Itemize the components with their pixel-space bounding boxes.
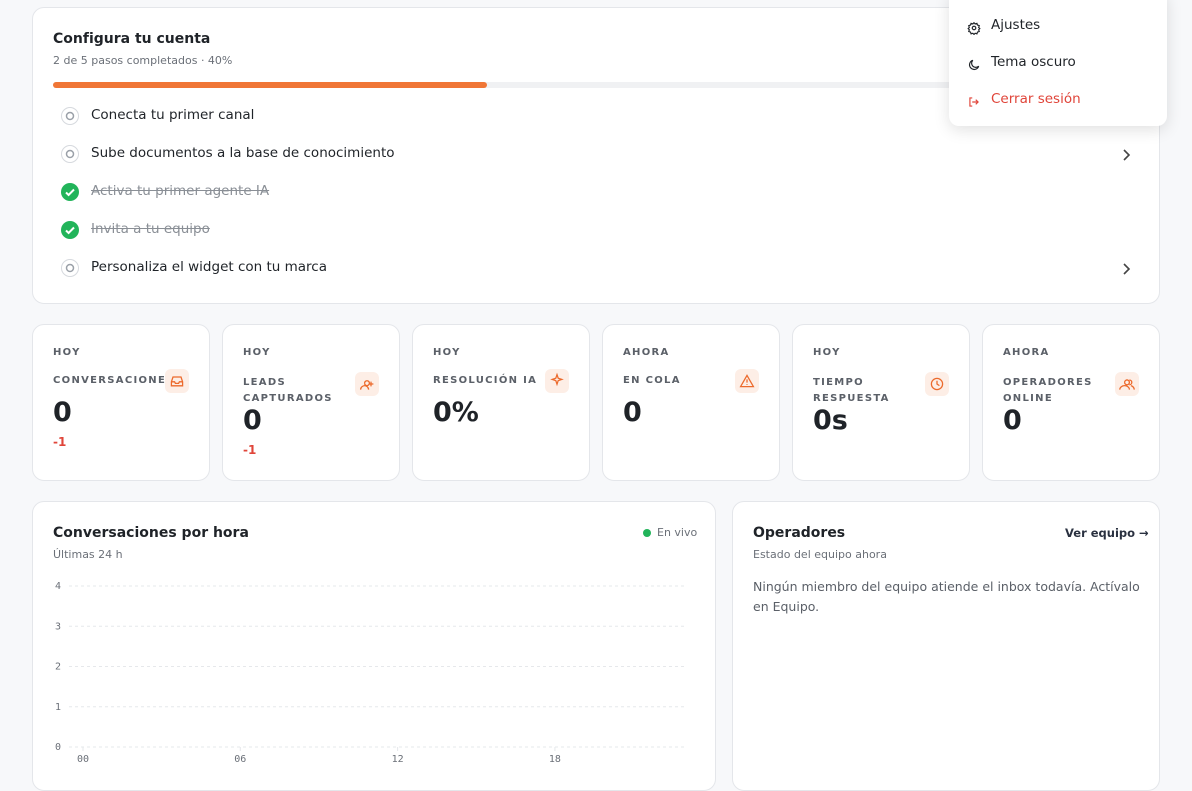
stat-card: HOY CONVERSACIONES 0 -1 bbox=[32, 324, 210, 481]
stat-period: HOY bbox=[53, 347, 81, 358]
stat-delta: -1 bbox=[243, 443, 257, 457]
stat-label: RESOLUCIÓN IA bbox=[433, 375, 538, 386]
menu-item[interactable]: Cerrar sesión bbox=[991, 91, 1081, 107]
live-dot bbox=[643, 529, 651, 537]
body: Configura tu cuenta 2 de 5 pasos complet… bbox=[32, 0, 1167, 791]
stat-icon bbox=[545, 369, 569, 393]
step-label: Sube documentos a la base de conocimient… bbox=[91, 145, 395, 161]
step-chevron bbox=[1121, 147, 1131, 166]
y-tick-label: 4 bbox=[55, 581, 61, 592]
stat-period: HOY bbox=[813, 347, 841, 358]
step-label: Personaliza el widget con tu marca bbox=[91, 259, 327, 275]
menu-item[interactable]: Tema oscuro bbox=[991, 54, 1076, 70]
stat-icon bbox=[1115, 372, 1139, 396]
step-pending-icon bbox=[61, 259, 79, 277]
live-status: En vivo bbox=[657, 526, 698, 539]
operators-empty: Ningún miembro del equipo atiende el inb… bbox=[753, 579, 1140, 614]
stat-icon bbox=[735, 369, 759, 393]
stat-label: LEADS CAPTURADOS bbox=[243, 377, 333, 404]
stat-card: AHORA EN COLA 0 bbox=[602, 324, 780, 481]
menu-item[interactable]: Ajustes bbox=[991, 17, 1041, 33]
x-tick-label: 06 bbox=[234, 754, 246, 765]
team-link-text[interactable]: Ver equipo bbox=[1065, 526, 1136, 540]
x-tick-label: 00 bbox=[77, 754, 89, 765]
stat-icon bbox=[165, 369, 189, 393]
step-pending-icon bbox=[61, 107, 79, 125]
stat-value: 0 bbox=[53, 397, 72, 428]
stat-card: AHORA OPERADORES ONLINE 0 bbox=[982, 324, 1160, 481]
setup-step[interactable]: Sube documentos a la base de conocimient… bbox=[53, 139, 1139, 169]
team-link[interactable]: Ver equipo → bbox=[1065, 526, 1149, 540]
stat-label: TIEMPO RESPUESTA bbox=[813, 377, 890, 404]
stat-value: 0 bbox=[623, 397, 642, 428]
step-done-icon bbox=[61, 183, 79, 201]
step-label: Conecta tu primer canal bbox=[91, 107, 255, 123]
operators-title: Operadores bbox=[753, 525, 846, 541]
step-pending-icon bbox=[61, 145, 79, 163]
step-label: Activa tu primer agente IA bbox=[91, 183, 270, 199]
progress-track bbox=[53, 82, 1139, 88]
menu-icon[interactable] bbox=[967, 57, 981, 76]
chart-subtitle: Últimas 24 h bbox=[53, 548, 123, 561]
setup-step: Invita a tu equipo bbox=[53, 215, 1139, 245]
chart-title: Conversaciones por hora bbox=[53, 525, 249, 541]
stat-value: 0% bbox=[433, 397, 479, 428]
setup-subtitle: 2 de 5 pasos completados · 40% bbox=[53, 54, 233, 67]
setup-step[interactable]: Personaliza el widget con tu marca bbox=[53, 253, 1139, 283]
stat-value: 0s bbox=[813, 405, 848, 436]
user-menu: Ajustes Tema oscuro Cerrar sesión bbox=[949, 0, 1167, 126]
y-tick-label: 0 bbox=[55, 742, 61, 753]
step-chevron bbox=[1121, 261, 1131, 280]
chart-card: Conversaciones por hora Últimas 24 h En … bbox=[32, 501, 716, 791]
setup-title: Configura tu cuenta bbox=[53, 31, 211, 47]
stat-period: HOY bbox=[433, 347, 461, 358]
stat-period: AHORA bbox=[623, 347, 670, 358]
y-tick-label: 1 bbox=[55, 702, 61, 713]
stat-label: CONVERSACIONES bbox=[53, 375, 175, 386]
menu-icon[interactable] bbox=[967, 94, 981, 113]
operators-card: Operadores Ver equipo → Estado del equip… bbox=[732, 501, 1160, 791]
stat-card: HOY TIEMPO RESPUESTA 0s bbox=[792, 324, 970, 481]
setup-step: Activa tu primer agente IA bbox=[53, 177, 1139, 207]
menu-icon[interactable] bbox=[967, 20, 981, 39]
stat-icon bbox=[925, 372, 949, 396]
x-tick-label: 18 bbox=[549, 754, 561, 765]
progress-fill bbox=[53, 82, 488, 88]
stat-label: EN COLA bbox=[623, 375, 681, 386]
stat-card: HOY RESOLUCIÓN IA 0% bbox=[412, 324, 590, 481]
stat-value: 0 bbox=[1003, 405, 1022, 436]
stat-period: AHORA bbox=[1003, 347, 1050, 358]
stat-period: HOY bbox=[243, 347, 271, 358]
stat-label: OPERADORES ONLINE bbox=[1003, 377, 1093, 404]
stat-value: 0 bbox=[243, 405, 262, 436]
stat-delta: -1 bbox=[53, 435, 67, 449]
page: Panel {"setup": {"title": "Configura tu … bbox=[32, 0, 1167, 791]
x-tick-label: 12 bbox=[392, 754, 404, 765]
operators-subtitle: Estado del equipo ahora bbox=[753, 548, 887, 561]
stat-card: HOY LEADS CAPTURADOS 0 -1 bbox=[222, 324, 400, 481]
y-tick-label: 3 bbox=[55, 621, 61, 632]
step-done-icon bbox=[61, 221, 79, 239]
step-label: Invita a tu equipo bbox=[91, 221, 210, 237]
stat-icon bbox=[355, 372, 379, 396]
y-tick-label: 2 bbox=[55, 662, 61, 673]
